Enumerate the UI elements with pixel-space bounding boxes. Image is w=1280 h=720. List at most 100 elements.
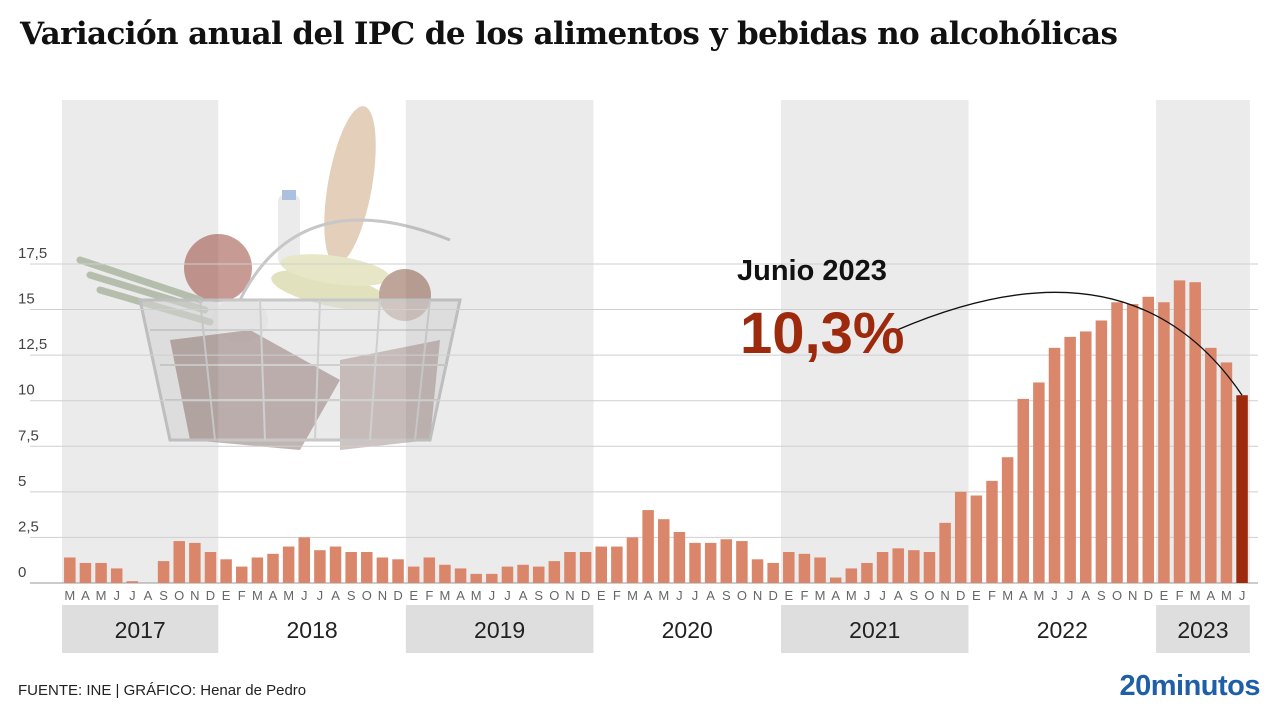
bar — [1158, 302, 1170, 583]
month-label: J — [1067, 588, 1074, 603]
month-label: M — [627, 588, 638, 603]
bar — [908, 550, 920, 583]
year-label-band-2017 — [62, 605, 219, 653]
bar — [673, 531, 686, 583]
month-label: N — [940, 588, 949, 603]
bar — [95, 562, 107, 583]
month-label: A — [519, 588, 528, 603]
annotation-value: 10,3% — [740, 301, 904, 366]
month-label: J — [504, 588, 511, 603]
bar — [1017, 398, 1029, 583]
bar — [720, 539, 733, 583]
bar — [1048, 347, 1061, 583]
month-label: S — [347, 588, 356, 603]
month-label: S — [1097, 588, 1106, 603]
month-label: A — [706, 588, 715, 603]
bar — [376, 557, 389, 583]
year-labels: 2017 2018 2019 2020 2021 2022 2023 — [115, 617, 1229, 643]
bar — [1236, 395, 1248, 583]
month-label: S — [909, 588, 918, 603]
bar — [751, 559, 764, 583]
month-label: A — [269, 588, 278, 603]
year-label: 2017 — [115, 617, 166, 643]
month-label: J — [1051, 588, 1058, 603]
month-label: M — [1221, 588, 1232, 603]
bar — [986, 480, 998, 583]
month-label: M — [815, 588, 826, 603]
month-label: O — [1112, 588, 1122, 603]
month-label: M — [440, 588, 451, 603]
bar — [298, 537, 311, 583]
month-label: D — [1144, 588, 1153, 603]
month-label: S — [159, 588, 168, 603]
footer-source: FUENTE: INE | GRÁFICO: Henar de Pedro — [18, 682, 307, 699]
bar — [626, 537, 639, 583]
bar — [783, 552, 795, 583]
chart-title: Variación anual del IPC de los alimentos… — [20, 16, 1118, 52]
month-label: A — [894, 588, 903, 603]
bar — [64, 557, 76, 583]
month-label: M — [471, 588, 482, 603]
bar — [689, 542, 701, 583]
bar — [157, 561, 170, 583]
y-axis-ticks: 0 2,5 5 7,5 10 12,5 15 17,5 — [18, 245, 47, 581]
bar — [1111, 302, 1123, 583]
month-label: M — [252, 588, 263, 603]
month-label: E — [409, 588, 418, 603]
month-label: J — [317, 588, 324, 603]
year-bands — [62, 100, 1250, 653]
month-label: D — [581, 588, 590, 603]
month-label: J — [879, 588, 886, 603]
year-band-2023 — [1156, 100, 1250, 583]
month-label: J — [1239, 588, 1246, 603]
month-label: J — [692, 588, 699, 603]
month-label: M — [1190, 588, 1201, 603]
month-label: E — [972, 588, 981, 603]
bar — [1205, 347, 1217, 583]
year-label: 2021 — [849, 617, 900, 643]
bar — [282, 546, 295, 583]
bar — [517, 564, 529, 583]
month-label: O — [362, 588, 372, 603]
bar — [423, 557, 436, 583]
month-label: J — [864, 588, 871, 603]
bar — [564, 552, 576, 583]
bar — [876, 552, 889, 583]
bar — [658, 519, 670, 583]
bar — [79, 562, 92, 583]
month-label: M — [283, 588, 294, 603]
bar — [814, 557, 826, 583]
bar — [611, 546, 623, 583]
month-label: N — [1128, 588, 1137, 603]
bar — [704, 542, 717, 583]
bar — [486, 573, 498, 583]
month-label: J — [489, 588, 496, 603]
y-tick-label: 5 — [18, 473, 26, 490]
bar — [595, 546, 607, 583]
month-label: N — [190, 588, 199, 603]
month-label: A — [331, 588, 340, 603]
brand-logo[interactable]: 20minutos — [1119, 670, 1260, 702]
month-label: O — [737, 588, 747, 603]
year-band-2017 — [62, 100, 219, 583]
bar — [798, 553, 811, 583]
month-label: D — [768, 588, 777, 603]
month-label: M — [64, 588, 75, 603]
month-label: D — [956, 588, 965, 603]
bar — [267, 553, 279, 583]
bar — [767, 562, 779, 583]
month-label: F — [800, 588, 808, 603]
month-label: N — [378, 588, 387, 603]
y-tick-label: 0 — [18, 564, 26, 581]
y-tick-label: 15 — [18, 291, 35, 308]
bar — [845, 568, 858, 583]
month-label: A — [456, 588, 465, 603]
month-label: J — [113, 588, 120, 603]
y-tick-label: 12,5 — [18, 336, 47, 353]
bar — [1001, 457, 1014, 583]
bar — [126, 581, 139, 583]
month-label: E — [784, 588, 793, 603]
month-label: A — [1206, 588, 1215, 603]
